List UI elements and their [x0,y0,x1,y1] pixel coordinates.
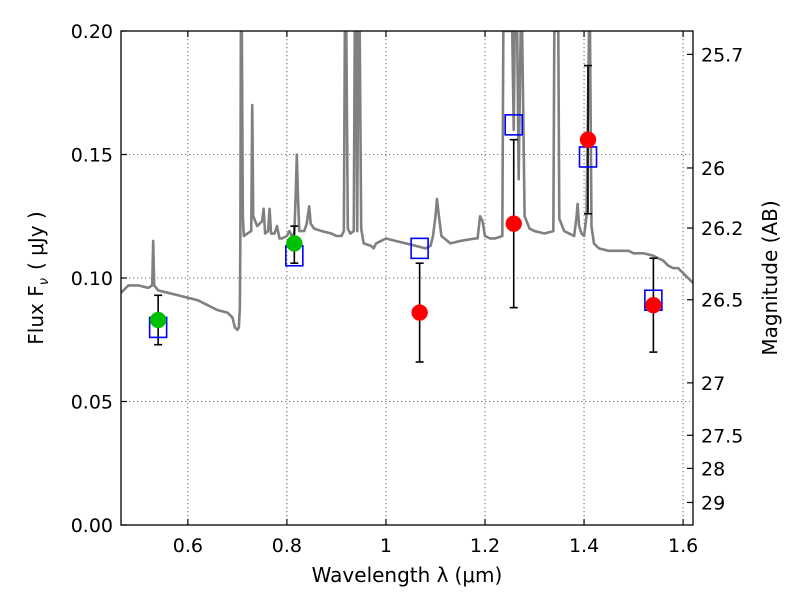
x-tick-label: 1.4 [569,535,599,557]
plot-background [121,31,693,525]
detection-point [149,311,167,329]
detection-point [286,235,303,252]
x-axis-label: Wavelength λ (μm) [312,563,503,587]
magnitude-tick-label: 28 [701,458,725,480]
magnitude-tick-label: 27.5 [701,425,743,447]
x-tick-label: 1 [380,535,392,557]
magnitude-tick-label: 26 [701,158,725,180]
measurement-point [579,131,597,148]
y-tick-label: 0.10 [71,268,113,290]
y-tick-labels: 0.00 0.05 0.10 0.15 0.20 [71,21,113,537]
y-axis-label-subscript: ν [37,278,52,285]
y-tick-label: 0.05 [71,392,113,414]
y-tick-label: 0.15 [71,145,113,167]
measurement-point [645,296,662,314]
magnitude-tick-label: 26.5 [701,290,743,312]
x-tick-labels: 0.6 0.8 1 1.2 1.4 1.6 [173,535,698,557]
model-square-marker [504,114,524,136]
magnitude-tick-label: 25.7 [701,44,743,66]
x-axis-label-main: Wavelength λ [312,563,449,587]
marker-layer [148,114,663,339]
x-tick-label: 0.6 [173,535,203,557]
series-layer [121,31,693,332]
magnitude-tick-label: 26.2 [701,218,743,240]
x-tick-label: 1.2 [470,535,500,557]
model-square-marker [410,237,429,260]
measurement-point [505,215,522,232]
axis-ticks [121,30,693,526]
magnitude-tick-labels: 25.7 26 26.2 26.5 27 27.5 28 29 [701,44,743,514]
magnitude-tick-label: 27 [701,373,725,395]
y-tick-label: 0.20 [71,21,113,43]
spectrum-line [121,31,693,332]
y-axis-right-label: Magnitude (AB) [758,200,782,355]
y-axis-label: Flux Fν ( μJy ) [24,211,52,344]
y-tick-label: 0.00 [71,515,113,537]
x-axis-label-unit: (μm) [455,563,503,587]
y-axis-label-unit: ( μJy ) [24,211,48,270]
x-tick-label: 1.6 [668,535,698,557]
magnitude-tick-label: 29 [701,492,725,514]
x-tick-label: 0.8 [272,535,302,557]
measurement-point [411,304,428,321]
y-axis-label-prefix: Flux F [24,285,48,344]
